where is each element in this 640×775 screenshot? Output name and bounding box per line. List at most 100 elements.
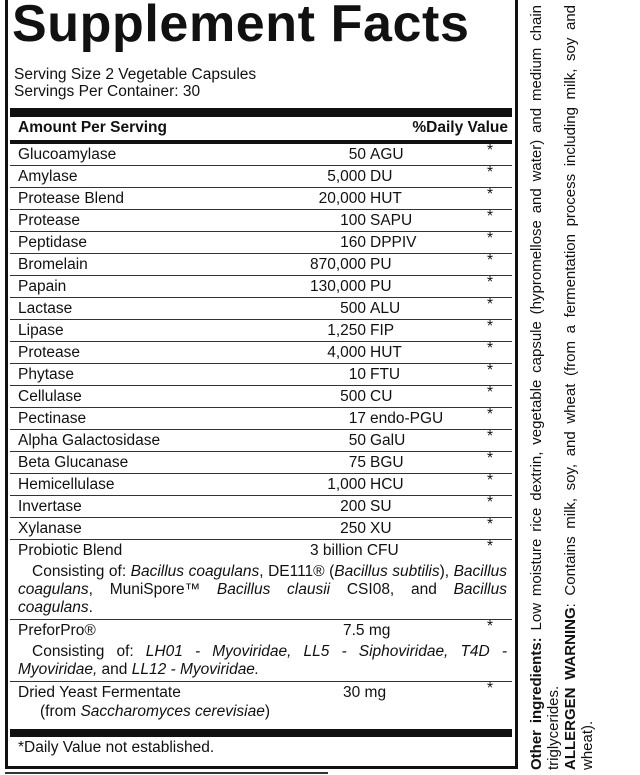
table-row: Cellulase 500 CU *	[10, 384, 512, 408]
daily-value: *	[487, 618, 494, 635]
ingredient-name: Lactase	[18, 300, 73, 317]
bottom-rule	[5, 772, 328, 774]
serving-size: Serving Size 2 Vegetable Capsules	[14, 66, 257, 83]
supplement-facts-panel	[5, 0, 518, 769]
blend-detail: Consisting of: Bacillus coagulans, DE111…	[10, 561, 512, 620]
ingredient-name: Alpha Galactosidase	[18, 432, 161, 449]
table-header: Amount Per Serving %Daily Value	[18, 119, 508, 137]
ingredient-unit: AGU	[370, 146, 404, 163]
allergen-warning-label: ALLERGEN WARNING	[562, 607, 579, 770]
other-ingredients-label: Other ingredients:	[528, 637, 545, 770]
daily-value: *	[487, 252, 494, 269]
ingredient-unit: GalU	[370, 432, 406, 449]
table-row: Hemicellulase 1,000 HCU *	[10, 472, 512, 496]
daily-value: *	[487, 186, 494, 203]
daily-value: *	[487, 296, 494, 313]
table-row: Phytase 10 FTU *	[10, 362, 512, 386]
ingredient-name: Protease	[18, 212, 81, 229]
blend-detail-text: Saccharomyces cerevisiae	[80, 703, 265, 720]
table-row: Amylase 5,000 DU *	[10, 164, 512, 188]
ingredient-name: Cellulase	[18, 388, 82, 405]
table-row: Lactase 500 ALU *	[10, 296, 512, 320]
ingredient-name: Papain	[18, 278, 67, 295]
ingredient-amount: 20,000	[318, 190, 366, 207]
blend-detail-text: Bacillus clausii	[216, 581, 331, 598]
table-row: Alpha Galactosidase 50 GalU *	[10, 428, 512, 452]
table-row: Peptidase 160 DPPIV *	[10, 230, 512, 254]
table-row: Protease Blend 20,000 HUT *	[10, 186, 512, 210]
ingredient-amount: 500	[340, 300, 366, 317]
blend-detail-text: , MuniSpore™	[88, 581, 217, 598]
ingredient-unit: FIP	[370, 322, 395, 339]
daily-value: *	[487, 274, 494, 291]
side-panel-text: Other ingredients: Low moisture rice dex…	[528, 5, 596, 770]
ingredient-amount: 50	[348, 146, 366, 163]
daily-value: *	[487, 538, 494, 555]
ingredient-unit: BGU	[370, 454, 404, 471]
ingredient-amount: 200	[340, 498, 366, 515]
ingredient-name: Pectinase	[18, 410, 87, 427]
ingredient-name: Amylase	[18, 168, 78, 185]
table-row: Lipase 1,250 FIP *	[10, 318, 512, 342]
ingredient-unit: HCU	[370, 476, 404, 493]
blend-detail-text: Bacillus subtilis	[334, 563, 440, 580]
ingredient-amount: 10	[348, 366, 366, 383]
blend-detail: Consisting of: LH01 - Myoviridae, LL5 - …	[10, 641, 512, 682]
ingredient-unit: DPPIV	[370, 234, 417, 251]
daily-value: *	[487, 428, 494, 445]
ingredient-unit: SU	[370, 498, 392, 515]
daily-value: *	[487, 494, 494, 511]
ingredient-table: Glucoamylase 50 AGU * Amylase 5,000 DU * Proteas…	[10, 142, 512, 725]
ingredient-unit: PU	[370, 278, 392, 295]
ingredient-name: Dried Yeast Fermentate	[18, 684, 181, 701]
blend-detail-text: Consisting of:	[32, 563, 131, 580]
ingredient-name: Beta Glucanase	[18, 454, 129, 471]
ingredient-unit: HUT	[370, 344, 402, 361]
ingredient-name: Peptidase	[18, 234, 87, 251]
table-row: Probiotic Blend 3 billion CFU *	[10, 538, 512, 561]
blend-detail-text: LH01 - Myoviridae, LL5 - Siphoviridae, T…	[18, 643, 507, 678]
daily-value: *	[487, 142, 494, 159]
ingredient-name: Phytase	[18, 366, 75, 383]
blend-detail-text: Bacillus coagulans	[18, 581, 507, 616]
table-row: Pectinase 17 endo-PGU *	[10, 406, 512, 430]
blend-detail-text: and	[97, 661, 132, 678]
daily-value: *	[487, 406, 494, 423]
daily-value: *	[487, 208, 494, 225]
panel-title: Supplement Facts	[12, 0, 470, 53]
table-row: Dried Yeast Fermentate 30 mg *	[10, 680, 512, 703]
ingredient-unit: XU	[370, 520, 392, 537]
ingredient-amount: 75	[348, 454, 366, 471]
blend-detail-text: Consisting of:	[32, 643, 146, 660]
servings-per-container: Servings Per Container: 30	[14, 83, 201, 100]
table-row: Beta Glucanase 75 BGU *	[10, 450, 512, 474]
table-row: Bromelain 870,000 PU *	[10, 252, 512, 276]
ingredient-name: Xylanase	[18, 520, 82, 537]
other-ingredients: Other ingredients: Low moisture rice dex…	[528, 5, 562, 770]
ingredient-name: Invertase	[18, 498, 82, 515]
table-row: Xylanase 250 XU *	[10, 516, 512, 540]
blend-detail-text: , DE111® (	[259, 563, 335, 580]
daily-value-label: %Daily Value	[412, 119, 508, 136]
table-row: Papain 130,000 PU *	[10, 274, 512, 298]
footnote: *Daily Value not established.	[18, 739, 215, 756]
thick-divider-bottom	[10, 729, 512, 737]
daily-value: *	[487, 450, 494, 467]
daily-value: *	[487, 230, 494, 247]
blend-detail-text: (from	[40, 703, 81, 720]
ingredient-unit: HUT	[370, 190, 402, 207]
allergen-warning: ALLERGEN WARNING: Contains milk, soy, an…	[562, 5, 596, 770]
ingredient-amount: 1,250	[327, 322, 366, 339]
amount-per-serving-label: Amount Per Serving	[18, 119, 167, 136]
ingredient-amount: 7.5 mg	[343, 622, 391, 639]
ingredient-name: Hemicellulase	[18, 476, 115, 493]
ingredient-name: Glucoamylase	[18, 146, 117, 163]
daily-value: *	[487, 472, 494, 489]
table-row: Glucoamylase 50 AGU *	[10, 142, 512, 166]
ingredient-unit: endo-PGU	[370, 410, 444, 427]
ingredient-amount: 870,000	[309, 256, 366, 273]
daily-value: *	[487, 340, 494, 357]
daily-value: *	[487, 362, 494, 379]
daily-value: *	[487, 516, 494, 533]
blend-detail-text: Bacillus coagulans	[18, 563, 508, 598]
